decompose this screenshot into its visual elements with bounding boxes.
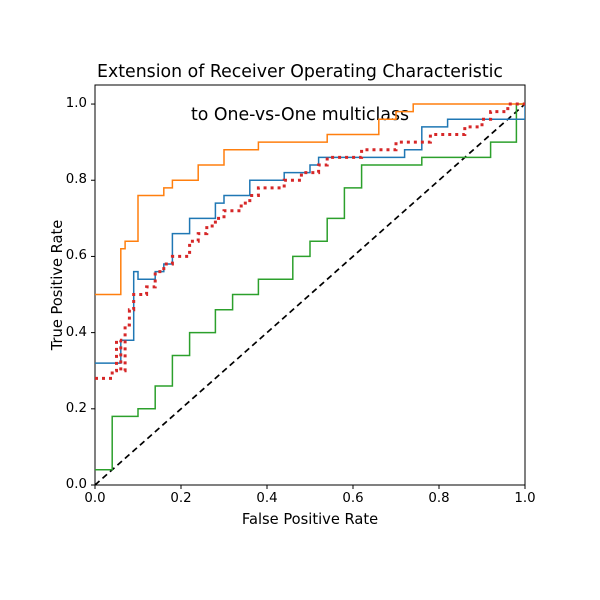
x-tick-label: 0.0 [80,491,110,506]
series-green [95,104,525,470]
y-tick-label: 0.6 [66,248,87,263]
series-blue [95,104,525,363]
x-axis-label: False Positive Rate [95,511,525,528]
y-tick-label: 0.8 [66,172,87,187]
y-tick-label: 0.0 [66,477,87,492]
x-tick-label: 0.8 [424,491,454,506]
figure: Extension of Receiver Operating Characte… [0,0,600,600]
y-tick-label: 0.2 [66,401,87,416]
plot-area [0,0,600,600]
series-orange [95,104,525,294]
x-tick-label: 0.2 [166,491,196,506]
y-tick-label: 0.4 [66,325,87,340]
y-axis-label: True Positive Rate [49,85,66,485]
x-tick-label: 1.0 [510,491,540,506]
x-tick-label: 0.4 [252,491,282,506]
series-diagonal [95,104,525,485]
y-tick-label: 1.0 [66,96,87,111]
x-tick-label: 0.6 [338,491,368,506]
